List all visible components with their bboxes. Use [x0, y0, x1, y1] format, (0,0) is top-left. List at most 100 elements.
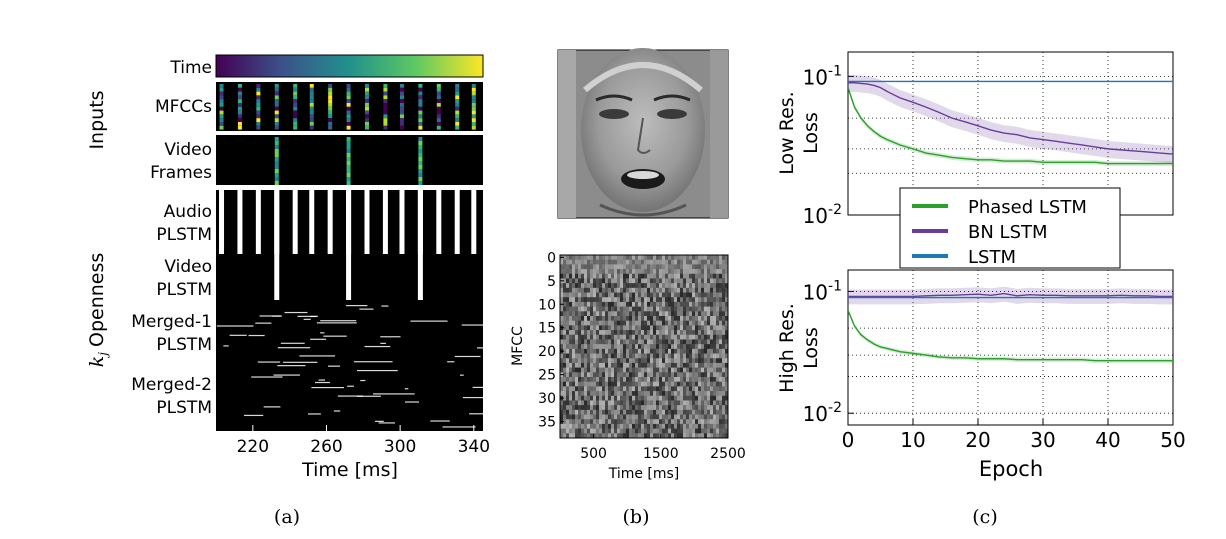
mfcc-cell [722, 400, 726, 406]
mfcc-cell [692, 409, 696, 415]
mfcc-cell [256, 125, 261, 130]
mfcc-cell [638, 423, 642, 429]
mfcc-cell [665, 287, 669, 293]
mfcc-cell [629, 255, 633, 260]
mfcc-cell [650, 400, 654, 406]
mfcc-cell [584, 433, 588, 438]
mfcc-cell [436, 122, 441, 126]
video-frame-cell [274, 141, 279, 145]
mfcc-cell [668, 330, 672, 336]
mfcc-cell [590, 311, 594, 317]
mfcc-cell [701, 306, 705, 312]
mfcc-cell [629, 330, 633, 336]
video-frames-label-2: Frames [150, 163, 212, 183]
mfcc-cell [716, 433, 720, 438]
mfcc-cell [617, 320, 621, 326]
mfcc-cell [725, 362, 728, 368]
mfcc-cell [680, 259, 684, 265]
mfcc-cell [608, 320, 612, 326]
mfcc-cell [722, 283, 726, 289]
mfcc-cell [641, 377, 645, 382]
mfcc-cell [653, 395, 657, 401]
mfcc-cell [701, 428, 705, 434]
mfcc-cell [704, 292, 708, 298]
mfcc-cell [716, 330, 720, 336]
mfcc-cell [587, 409, 591, 415]
mfcc-cell [605, 372, 609, 378]
mfcc-cell [602, 386, 606, 392]
mfcc-cell [599, 297, 603, 303]
mfcc-cell [689, 423, 693, 429]
mfcc-cell [596, 423, 600, 429]
mfcc-cell [593, 316, 597, 321]
mfcc-cell [680, 269, 684, 275]
video-frame-cell [418, 137, 423, 141]
mfcc-cell [698, 433, 702, 438]
mfcc-cell [650, 273, 654, 279]
merged-streak [303, 318, 311, 320]
mfcc-cell [620, 433, 624, 438]
mfcc-cell [725, 316, 728, 321]
mfcc-cell [237, 87, 242, 92]
mfcc-cell [256, 106, 261, 111]
mfcc-cell [674, 278, 678, 284]
mfcc-cell [436, 110, 441, 115]
mfcc-cell [707, 316, 711, 321]
mfcc-cell [569, 391, 573, 397]
mfcc-cell [659, 391, 663, 397]
mfcc-cell [644, 419, 648, 425]
mfcc-cell [710, 269, 714, 275]
mfcc-cell [656, 391, 660, 397]
video-frame-cell [274, 165, 279, 169]
mfcc-cell [671, 405, 675, 411]
mfcc-cell [713, 320, 717, 326]
mfcc-cell [274, 118, 279, 122]
mfcc-cell [644, 348, 648, 354]
ytick-label: 20 [538, 344, 556, 360]
mfcc-cell [632, 386, 636, 392]
mfcc-cell [656, 414, 660, 420]
mfcc-cell [632, 320, 636, 326]
mfcc-cell [659, 264, 663, 270]
ytick-base: 10 [803, 402, 828, 426]
mfcc-cell [650, 414, 654, 420]
mfcc-cell [725, 320, 728, 326]
mfcc-cell [656, 255, 660, 260]
mfcc-cell [644, 269, 648, 275]
mfcc-cell [455, 87, 460, 92]
mfcc-cell [677, 377, 681, 382]
mfcc-cell [572, 283, 576, 289]
mfcc-cell [578, 269, 582, 275]
mfcc-cell [563, 325, 567, 331]
mfcc-cell [704, 377, 708, 382]
mfcc-cell [626, 269, 630, 275]
mfcc-cell [436, 125, 441, 130]
mfcc-cell [725, 264, 728, 270]
mfcc-cell [578, 433, 582, 438]
mfcc-cell [623, 306, 627, 312]
mfcc-cell [641, 316, 645, 321]
mfcc-cell [590, 297, 594, 303]
mfcc-cell [710, 358, 714, 364]
mfcc-cell [683, 409, 687, 415]
mfcc-cell [716, 283, 720, 289]
mfcc-cell [647, 334, 651, 340]
mfcc-cell [584, 311, 588, 317]
mfcc-cell [650, 334, 654, 340]
mfcc-cell [725, 306, 728, 312]
mfcc-cell [572, 311, 576, 317]
mfcc-cell [605, 344, 609, 350]
mfcc-cell [647, 377, 651, 382]
mfcc-cell [328, 106, 333, 111]
mfcc-cell [629, 386, 633, 392]
mfcc-cell [653, 344, 657, 350]
mfcc-cell [644, 264, 648, 270]
mfcc-cell [641, 269, 645, 275]
mfcc-cell [383, 106, 388, 111]
mfcc-cell [710, 316, 714, 321]
mfcc-cell [725, 255, 728, 260]
mfcc-cell [602, 320, 606, 326]
mfcc-cell [692, 311, 696, 317]
mfcc-cell [644, 344, 648, 350]
mfcc-cell [617, 395, 621, 401]
